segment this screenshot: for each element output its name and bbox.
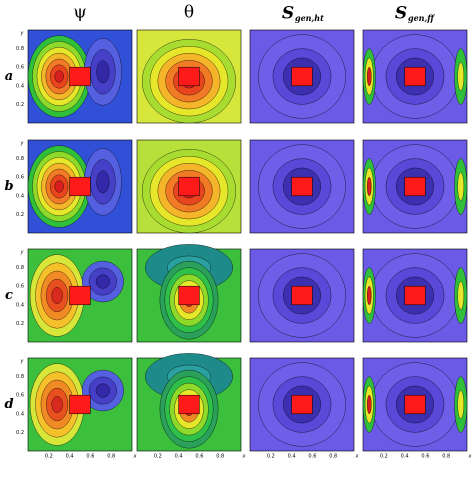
column-header: θ bbox=[184, 3, 194, 23]
x-tick-label: 0.4 bbox=[175, 454, 183, 460]
contour-band bbox=[457, 390, 465, 419]
contour-panel bbox=[136, 139, 242, 234]
x-tick-label: 0.6 bbox=[308, 454, 316, 460]
column-subscript: gen,ht bbox=[295, 13, 324, 23]
x-tick-label: 0.6 bbox=[421, 454, 429, 460]
contour-band bbox=[51, 287, 63, 304]
contour-band bbox=[366, 177, 372, 196]
contour-panel bbox=[27, 357, 133, 452]
row-label: d bbox=[4, 397, 13, 412]
contour-panel bbox=[362, 139, 468, 234]
contour-band bbox=[366, 286, 372, 305]
axis-label: y bbox=[20, 141, 25, 147]
contour-panel bbox=[362, 29, 468, 124]
contour-band bbox=[457, 281, 465, 310]
contour-panel bbox=[136, 244, 242, 343]
heated-block bbox=[178, 394, 200, 415]
contour-panel bbox=[249, 357, 355, 452]
x-tick-label: 0.8 bbox=[107, 454, 115, 460]
y-tick-label: 0.6 bbox=[16, 393, 24, 399]
heated-block bbox=[291, 176, 313, 197]
heated-block bbox=[178, 66, 200, 87]
axis-label: y bbox=[20, 359, 25, 365]
y-tick-label: 0.2 bbox=[16, 102, 24, 108]
contour-panel bbox=[249, 29, 355, 124]
contour-band bbox=[366, 395, 372, 414]
y-tick-label: 0.4 bbox=[16, 83, 24, 89]
y-tick-label: 0.8 bbox=[16, 374, 24, 380]
x-tick-label: 0.2 bbox=[154, 454, 162, 460]
contour-band bbox=[54, 70, 64, 83]
y-tick-label: 0.4 bbox=[16, 193, 24, 199]
y-tick-label: 0.8 bbox=[16, 156, 24, 162]
contour-panel bbox=[249, 139, 355, 234]
x-tick-label: 0.4 bbox=[66, 454, 74, 460]
heated-block bbox=[178, 285, 200, 306]
contour-band bbox=[457, 172, 465, 201]
contour-panel bbox=[362, 357, 468, 452]
axis-label: x bbox=[468, 454, 472, 460]
heated-block bbox=[291, 285, 313, 306]
contour-band bbox=[95, 274, 110, 289]
heated-block bbox=[404, 394, 426, 415]
row-label: c bbox=[5, 288, 13, 303]
column-subscript: gen,ff bbox=[408, 13, 435, 23]
contour-panel bbox=[136, 353, 242, 452]
column-header: S bbox=[282, 4, 294, 24]
x-tick-label: 0.4 bbox=[288, 454, 296, 460]
contour-panel bbox=[136, 29, 242, 124]
contour-band bbox=[95, 383, 110, 398]
contour-band bbox=[96, 170, 110, 194]
y-tick-label: 0.6 bbox=[16, 65, 24, 71]
contour-panel bbox=[27, 139, 133, 234]
x-tick-label: 0.6 bbox=[195, 454, 203, 460]
contour-band bbox=[54, 180, 64, 193]
contour-band bbox=[51, 396, 63, 413]
y-tick-label: 0.4 bbox=[16, 302, 24, 308]
y-tick-label: 0.6 bbox=[16, 284, 24, 290]
y-tick-label: 0.6 bbox=[16, 175, 24, 181]
axis-label: x bbox=[355, 454, 359, 460]
heated-block bbox=[291, 66, 313, 87]
heated-block bbox=[69, 176, 91, 197]
y-tick-label: 0.8 bbox=[16, 46, 24, 52]
column-header: ψ bbox=[73, 3, 86, 23]
contour-panel bbox=[27, 248, 133, 343]
x-tick-label: 0.6 bbox=[86, 454, 94, 460]
x-tick-label: 0.4 bbox=[401, 454, 409, 460]
contour-panel bbox=[362, 248, 468, 343]
axis-label: x bbox=[242, 454, 246, 460]
row-label: a bbox=[5, 69, 13, 84]
x-tick-label: 0.2 bbox=[267, 454, 275, 460]
heated-block bbox=[69, 66, 91, 87]
column-header: S bbox=[395, 4, 407, 24]
x-tick-label: 0.8 bbox=[329, 454, 337, 460]
axis-label: y bbox=[20, 250, 25, 256]
x-tick-label: 0.2 bbox=[45, 454, 53, 460]
heated-block bbox=[404, 176, 426, 197]
heated-block bbox=[404, 285, 426, 306]
y-tick-label: 0.2 bbox=[16, 430, 24, 436]
contour-panel bbox=[249, 248, 355, 343]
contour-band bbox=[366, 67, 372, 86]
heated-block bbox=[404, 66, 426, 87]
x-tick-label: 0.8 bbox=[216, 454, 224, 460]
heated-block bbox=[69, 394, 91, 415]
heated-block bbox=[178, 176, 200, 197]
heated-block bbox=[291, 394, 313, 415]
axis-label: y bbox=[20, 31, 25, 37]
axis-label: x bbox=[133, 454, 137, 460]
y-tick-label: 0.8 bbox=[16, 265, 24, 271]
y-tick-label: 0.2 bbox=[16, 321, 24, 327]
y-tick-label: 0.4 bbox=[16, 411, 24, 417]
x-tick-label: 0.8 bbox=[442, 454, 450, 460]
contour-band bbox=[96, 60, 110, 84]
contour-panel bbox=[27, 29, 133, 124]
y-tick-label: 0.2 bbox=[16, 212, 24, 218]
row-label: b bbox=[4, 179, 13, 194]
x-tick-label: 0.2 bbox=[380, 454, 388, 460]
heated-block bbox=[69, 285, 91, 306]
contour-band bbox=[457, 62, 465, 91]
